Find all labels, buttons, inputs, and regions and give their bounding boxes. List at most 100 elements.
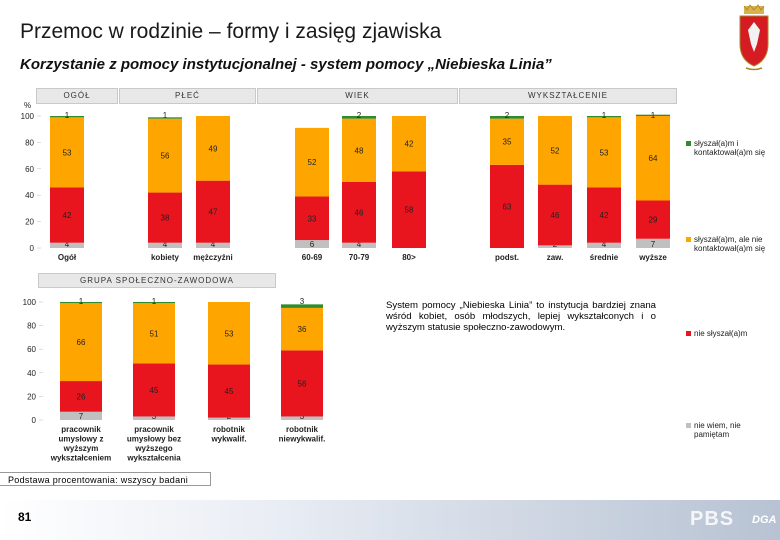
bar-segment <box>60 381 102 412</box>
bar-segment <box>60 302 102 304</box>
data-label: 7 <box>79 412 84 421</box>
bar-segment <box>196 242 230 248</box>
group-header-ogol: OGÓŁ <box>36 88 118 104</box>
bar-segment <box>148 118 182 193</box>
x-tick-label: niewykwalif. <box>279 435 326 444</box>
data-label: 33 <box>308 214 317 223</box>
bar-segment <box>281 307 323 351</box>
legend-item-heard-contacted: słyszał(a)m i kontaktował(a)m się <box>686 139 766 157</box>
data-label: 47 <box>209 208 218 217</box>
bar-segment <box>490 164 524 248</box>
bar-segment <box>636 114 670 116</box>
bar-segment <box>342 116 376 119</box>
bar-segment <box>490 118 524 165</box>
bar-segment <box>295 127 329 197</box>
bar-segment <box>50 242 84 248</box>
bar-segment <box>50 187 84 243</box>
data-label: 4 <box>357 240 362 249</box>
y-tick-label: 80 <box>25 138 34 147</box>
bar-segment <box>208 302 250 365</box>
bar-segment <box>281 416 323 420</box>
bar-segment <box>295 196 329 241</box>
bar-segment <box>60 411 102 420</box>
y-tick-label: 20 <box>25 218 34 227</box>
data-label: 48 <box>355 146 364 155</box>
bar-segment <box>196 180 230 243</box>
legend-label: słyszał(a)m, ale nie kontaktował(a)m się <box>694 235 766 253</box>
data-label: 52 <box>551 146 560 155</box>
bar-segment <box>281 304 323 308</box>
x-tick-label: 80> <box>402 253 416 262</box>
data-label: 53 <box>225 329 234 338</box>
bar-segment <box>342 118 376 182</box>
data-label: 53 <box>63 148 72 157</box>
legend-swatch <box>686 141 691 146</box>
data-label: 42 <box>600 211 609 220</box>
y-tick-label: 20 <box>27 392 36 401</box>
data-label: 4 <box>602 240 607 249</box>
x-tick-label: wyższym <box>63 444 99 453</box>
x-tick-label: wykwalif. <box>210 435 246 444</box>
data-label: 64 <box>649 154 658 163</box>
data-label: 53 <box>600 148 609 157</box>
bar-segment <box>148 242 182 248</box>
x-tick-label: wyższego <box>134 444 172 453</box>
bar-segment <box>196 116 230 181</box>
x-tick-label: wykształceniem <box>50 454 111 463</box>
bar-segment <box>490 116 524 119</box>
group-header-plec: PŁEĆ <box>119 88 256 104</box>
basis-note: Podstawa procentowania: wszyscy badani <box>0 472 211 486</box>
y-tick-label: 80 <box>27 322 36 331</box>
bar-segment <box>636 200 670 239</box>
x-tick-label: Ogół <box>58 253 77 262</box>
y-tick-label: 60 <box>27 345 36 354</box>
bar-segment <box>133 416 175 420</box>
data-label: 36 <box>298 325 307 334</box>
bar-segment <box>208 364 250 418</box>
x-tick-label: wyższe <box>638 253 667 262</box>
group-header-wiek: WIEK <box>257 88 458 104</box>
legend-swatch <box>686 423 691 428</box>
coat-of-arms-icon <box>739 4 769 71</box>
brand-logo: PBS <box>690 508 735 530</box>
data-label: 1 <box>152 297 157 306</box>
x-tick-label: pracownik <box>61 425 101 434</box>
y-tick-label: 100 <box>23 298 37 307</box>
bar-segment <box>538 184 572 246</box>
bar-segment <box>342 182 376 243</box>
bar-segment <box>392 171 426 248</box>
legend-item-heard-not-contacted: słyszał(a)m, ale nie kontaktował(a)m się <box>686 235 766 253</box>
legend-label: nie wiem, nie pamiętam <box>694 421 741 439</box>
group-header-wyksztalcenie: WYKSZTAŁCENIE <box>459 88 677 104</box>
bar-segment <box>392 116 426 172</box>
data-label: 56 <box>161 152 170 161</box>
data-label: 2 <box>357 111 362 120</box>
data-label: 7 <box>651 240 656 249</box>
x-tick-label: robotnik <box>286 425 319 434</box>
data-label: 3 <box>300 412 305 421</box>
page-number: 81 <box>18 510 32 524</box>
data-label: 1 <box>651 111 656 120</box>
data-label: 1 <box>163 111 168 120</box>
x-tick-label: średnie <box>590 253 619 262</box>
data-label: 66 <box>77 338 86 347</box>
y-tick-label: 0 <box>32 416 37 425</box>
data-label: 45 <box>150 386 159 395</box>
data-label: 4 <box>211 240 216 249</box>
bar-segment <box>133 302 175 304</box>
legend-label: słyszał(a)m i kontaktował(a)m się <box>694 139 766 157</box>
data-label: 4 <box>163 240 168 249</box>
note-text: System pomocy „Niebieska Linia” to insty… <box>386 300 656 333</box>
x-tick-label: pracownik <box>134 425 174 434</box>
y-tick-label: 100 <box>21 112 35 121</box>
data-label: 3 <box>300 297 305 306</box>
page-title: Przemoc w rodzinie – formy i zasięg zjaw… <box>20 20 442 43</box>
y-tick-label: 60 <box>25 165 34 174</box>
bar-segment <box>133 303 175 364</box>
brand-logo-secondary: DGA <box>752 514 777 526</box>
data-label: 49 <box>209 144 218 153</box>
y-tick-label: 0 <box>30 244 35 253</box>
bar-segment <box>133 363 175 417</box>
bar-segment <box>587 242 621 248</box>
page-subtitle: Korzystanie z pomocy instytucjonalnej - … <box>20 56 552 73</box>
